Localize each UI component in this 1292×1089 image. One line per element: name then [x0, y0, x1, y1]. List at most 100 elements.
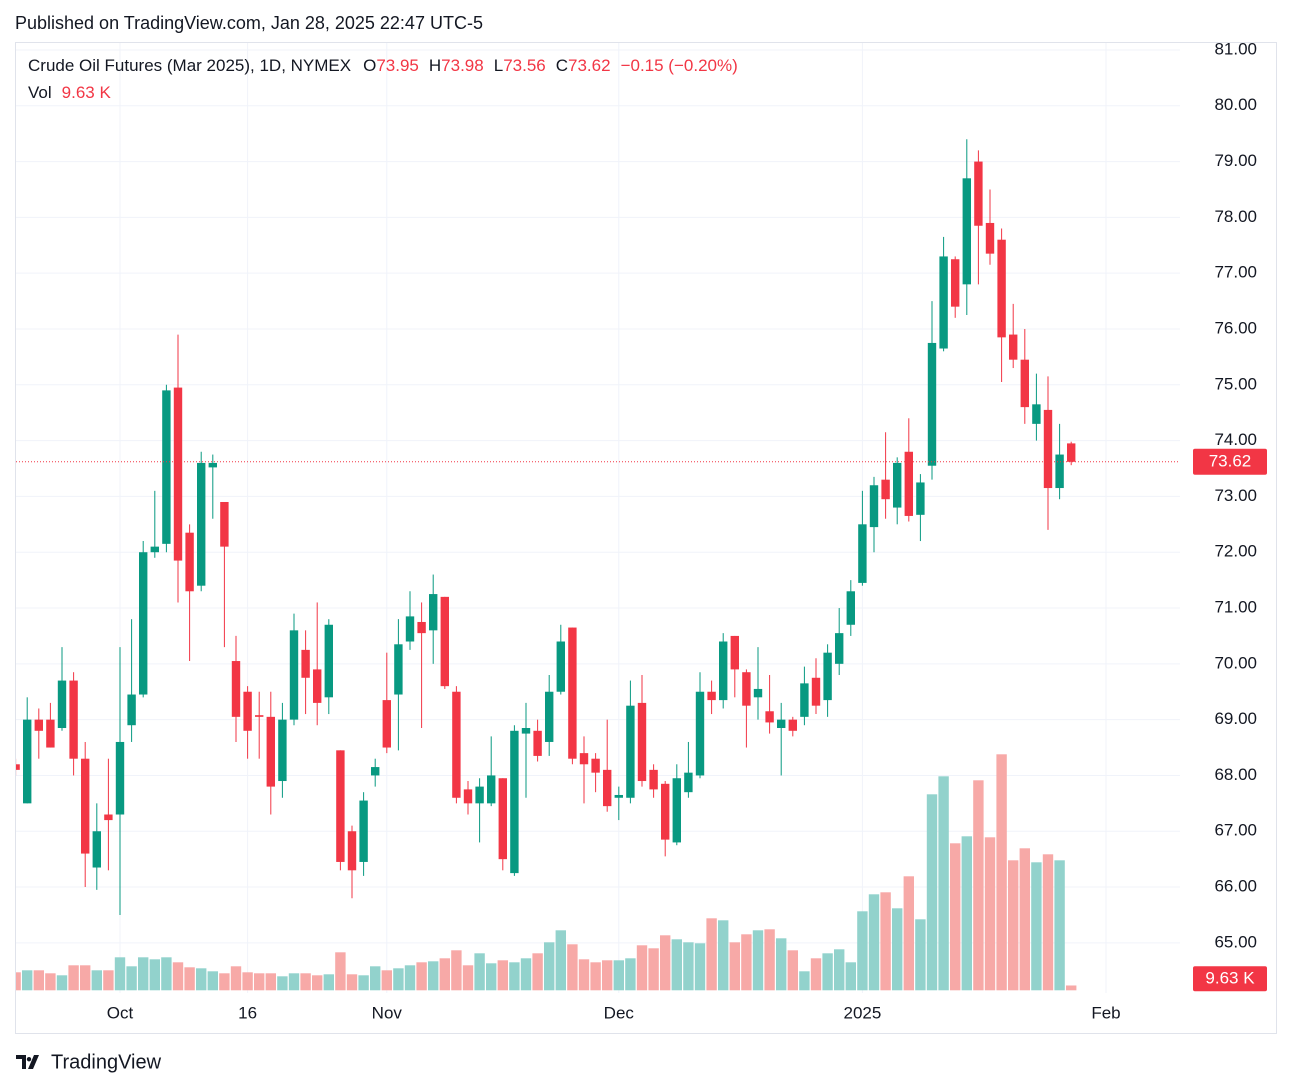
- chart-header: Crude Oil Futures (Mar 2025), 1D, NYMEX O…: [28, 56, 738, 75]
- volume-bar: [509, 962, 520, 991]
- candle-body: [115, 741, 125, 815]
- volume-bar: [520, 958, 532, 991]
- candle-body: [197, 462, 206, 586]
- candle-body: [719, 641, 728, 701]
- volume-value: 9.63 K: [62, 83, 112, 102]
- volume-bar: [16, 972, 21, 991]
- candle-body: [405, 616, 415, 642]
- candle-body: [753, 688, 763, 698]
- x-tick-label: 2025: [843, 1003, 881, 1022]
- volume-bar: [91, 970, 102, 991]
- volume-bar: [973, 780, 984, 991]
- volume-bar: [590, 962, 601, 991]
- volume-tag-label: 9.63 K: [1205, 968, 1255, 987]
- volume-bar: [230, 966, 242, 991]
- candle-body: [16, 764, 20, 770]
- candle-body: [92, 831, 101, 868]
- candle-body: [672, 778, 681, 843]
- volume-bar: [984, 837, 996, 991]
- candle-body: [951, 259, 960, 307]
- last-price-label: 73.62: [1209, 451, 1252, 470]
- candle-body: [649, 769, 658, 790]
- y-tick-label: 65.00: [1214, 932, 1257, 951]
- volume-bar: [497, 960, 508, 991]
- candle-body: [591, 758, 600, 773]
- volume-bar: [799, 971, 810, 991]
- volume-bar: [1066, 985, 1077, 991]
- y-tick-label: 68.00: [1214, 765, 1257, 784]
- candle-body: [255, 715, 264, 717]
- volume-bar: [56, 975, 68, 991]
- y-tick-label: 71.00: [1214, 598, 1257, 617]
- candle-body: [359, 800, 368, 862]
- open-letter: O: [363, 56, 376, 75]
- volume-bar: [80, 965, 91, 991]
- x-tick-label: 16: [238, 1003, 257, 1022]
- volume-bar: [915, 919, 926, 991]
- volume-bar: [358, 975, 369, 991]
- volume-bar: [926, 794, 938, 991]
- candle-body: [208, 462, 217, 468]
- volume-name: Vol: [28, 83, 52, 102]
- high-value: 73.98: [441, 56, 484, 75]
- y-tick-label: 69.00: [1214, 709, 1257, 728]
- candle-body: [475, 786, 484, 804]
- candle-body: [139, 552, 148, 695]
- candle-body: [823, 652, 832, 701]
- candle-body: [997, 239, 1006, 338]
- volume-bar: [822, 953, 833, 991]
- volume-bar: [300, 973, 311, 991]
- y-tick-label: 78.00: [1214, 207, 1257, 226]
- candle-body: [301, 649, 310, 678]
- candle-body: [243, 691, 252, 731]
- candle-body: [429, 594, 438, 631]
- volume-bar: [625, 958, 636, 991]
- volume-bar: [68, 965, 79, 991]
- candle-body: [765, 711, 774, 723]
- candle-body: [661, 783, 670, 840]
- candle-body: [614, 794, 623, 798]
- volume-bar: [207, 971, 218, 991]
- candle-body: [695, 691, 705, 776]
- change-value: −0.15 (−0.20%): [621, 56, 738, 75]
- candle-body: [1043, 409, 1053, 489]
- y-tick-label: 79.00: [1214, 151, 1257, 170]
- y-tick-label: 73.00: [1214, 486, 1257, 505]
- candle-body: [777, 719, 786, 729]
- candle-body: [382, 700, 391, 748]
- candle-body: [150, 546, 159, 553]
- candle-body: [347, 831, 357, 871]
- volume-bar: [567, 944, 578, 991]
- chart-frame: [15, 42, 1277, 1034]
- candle-body: [869, 485, 879, 528]
- volume-bar: [33, 970, 44, 991]
- candle-body: [1020, 359, 1029, 408]
- last-price-tag: [1193, 448, 1267, 475]
- candle-body: [742, 672, 751, 706]
- candle-body: [1032, 404, 1041, 424]
- volume-bar: [323, 974, 334, 991]
- candle-body: [23, 719, 32, 804]
- x-tick-label: Feb: [1091, 1003, 1120, 1022]
- volume-bar: [242, 972, 253, 991]
- candle-body: [1067, 443, 1076, 462]
- volume-bar: [602, 960, 613, 991]
- y-tick-label: 66.00: [1214, 877, 1257, 896]
- candle-body: [545, 691, 554, 742]
- volume-bar: [880, 892, 891, 991]
- candle-body: [57, 680, 67, 729]
- candle-body: [313, 669, 322, 703]
- candle-body: [916, 482, 925, 515]
- candle-body: [289, 630, 299, 720]
- volume-header: Vol 9.63 K: [28, 83, 111, 102]
- candle-body: [324, 624, 333, 698]
- volume-bar: [172, 962, 184, 991]
- volume-bar: [868, 894, 880, 991]
- candle-body: [336, 750, 345, 862]
- volume-bar: [892, 908, 903, 991]
- candle-body: [835, 633, 844, 664]
- candle-body: [939, 256, 948, 349]
- volume-bar: [439, 958, 450, 991]
- candle-body: [162, 390, 171, 544]
- candle-body: [127, 694, 136, 726]
